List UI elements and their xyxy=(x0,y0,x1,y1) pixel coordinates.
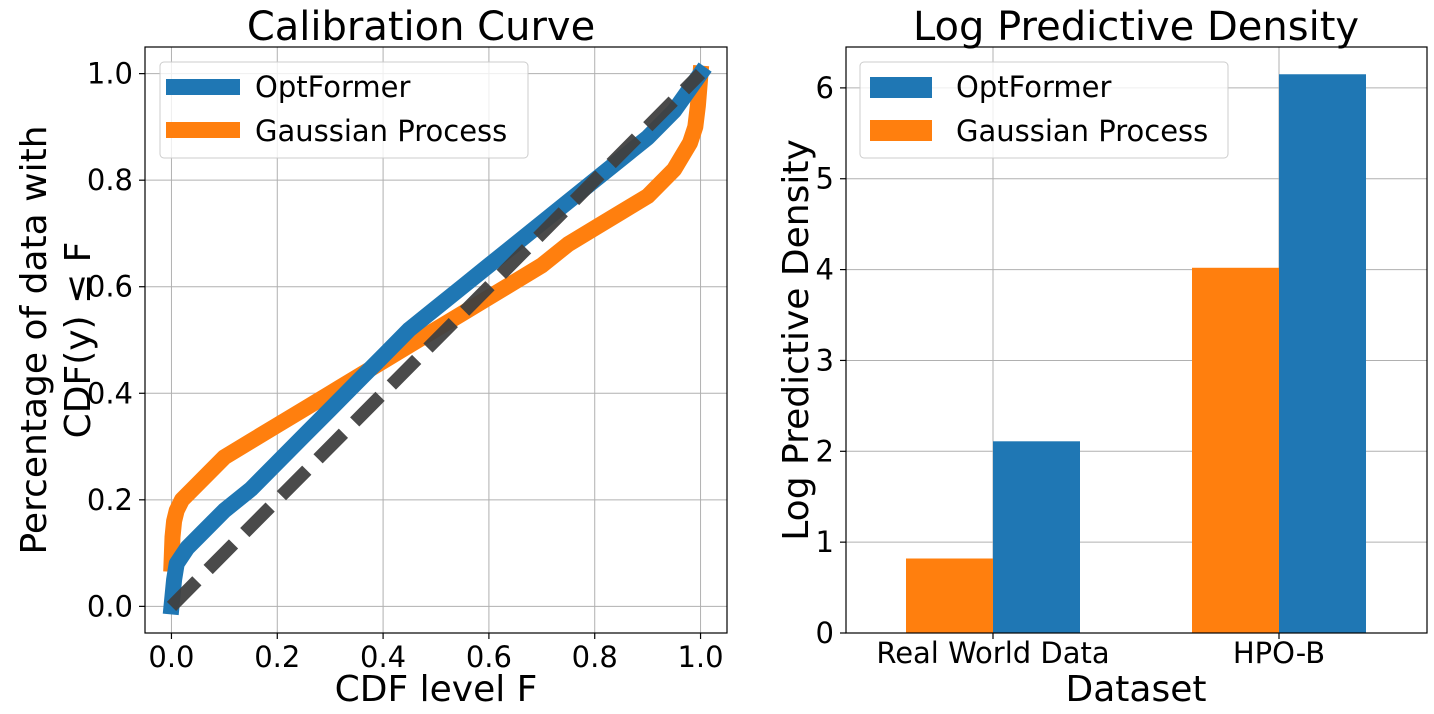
calibration-ytick-label: 0.6 xyxy=(87,270,133,304)
calibration-xtick-label: 0.2 xyxy=(254,640,300,674)
calibration-xlabel: CDF level F xyxy=(335,669,538,710)
lpd-legend-swatch-gp xyxy=(870,120,932,141)
lpd-ytick-label: 3 xyxy=(816,343,834,377)
calibration-ylabel-line2: CDF(y) ≤ F xyxy=(58,242,99,439)
lpd-ytick-label: 6 xyxy=(816,71,834,105)
lpd-legend: OptFormer Gaussian Process xyxy=(859,61,1229,159)
calibration-ytick-label: 1.0 xyxy=(87,57,133,91)
lpd-bars xyxy=(906,74,1366,634)
lpd-xlabel: Dataset xyxy=(1066,669,1207,710)
calibration-diagonal-reference-line xyxy=(166,69,706,611)
lpd-ytick-label: 2 xyxy=(816,434,834,468)
calibration-xtick-label: 0.8 xyxy=(572,640,618,674)
calibration-xtick-label: 0.0 xyxy=(148,640,194,674)
lpd-bar-optformer xyxy=(1279,74,1366,634)
lpd-ylabel: Log Predictive Density xyxy=(776,139,817,541)
lpd-legend-label-optformer: OptFormer xyxy=(956,70,1111,104)
lpd-legend-box xyxy=(859,61,1229,159)
lpd-bar-optformer xyxy=(993,441,1080,633)
lpd-chart: Log Predictive Density Real World Data HP… xyxy=(776,4,1428,710)
calibration-title: Calibration Curve xyxy=(247,4,595,50)
lpd-bar-gaussian-process xyxy=(906,558,993,633)
calibration-xtick-label: 0.6 xyxy=(466,640,512,674)
calibration-series-gaussian-process xyxy=(163,64,710,572)
lpd-ytick-label: 0 xyxy=(816,616,834,650)
calibration-series xyxy=(162,62,712,616)
calibration-ylabel-line1: Percentage of data with xyxy=(14,125,55,554)
calibration-xtick-label: 0.4 xyxy=(360,640,406,674)
calibration-ytick-label: 0.2 xyxy=(87,483,133,517)
lpd-title: Log Predictive Density xyxy=(913,4,1359,50)
calibration-legend-box xyxy=(159,61,529,159)
lpd-ytick-label: 4 xyxy=(816,253,834,287)
calibration-legend-label-optformer: OptFormer xyxy=(255,70,410,104)
calibration-frame xyxy=(144,46,728,634)
lpd-xtick-label: Real World Data xyxy=(876,636,1109,670)
lpd-ticks: Real World Data HPO-B 0 1 2 3 4 5 6 xyxy=(816,71,1326,670)
calibration-ytick-label: 0.0 xyxy=(87,589,133,623)
calibration-ytick-label: 0.8 xyxy=(87,163,133,197)
calibration-ticks: 0.0 0.2 0.4 0.6 0.8 1.0 0.0 0.2 0.4 0.6 0.8 1.0 xyxy=(87,57,724,674)
lpd-ytick-label: 1 xyxy=(816,525,834,559)
calibration-legend: OptFormer Gaussian Process xyxy=(159,61,529,159)
calibration-chart: Calibration Curve 0.0 0.2 0.4 0.6 0.8 1.00.00… xyxy=(14,4,728,710)
lpd-xtick-label: HPO-B xyxy=(1233,636,1325,670)
calibration-ytick-label: 0.4 xyxy=(87,376,133,410)
calibration-xtick-label: 1.0 xyxy=(677,640,723,674)
lpd-bar-gaussian-process xyxy=(1192,267,1279,633)
lpd-legend-swatch-optformer xyxy=(870,77,932,98)
calibration-legend-label-gp: Gaussian Process xyxy=(255,114,507,148)
lpd-legend-label-gp: Gaussian Process xyxy=(956,114,1208,148)
lpd-frame xyxy=(845,46,1428,634)
lpd-ytick-label: 5 xyxy=(816,162,834,196)
